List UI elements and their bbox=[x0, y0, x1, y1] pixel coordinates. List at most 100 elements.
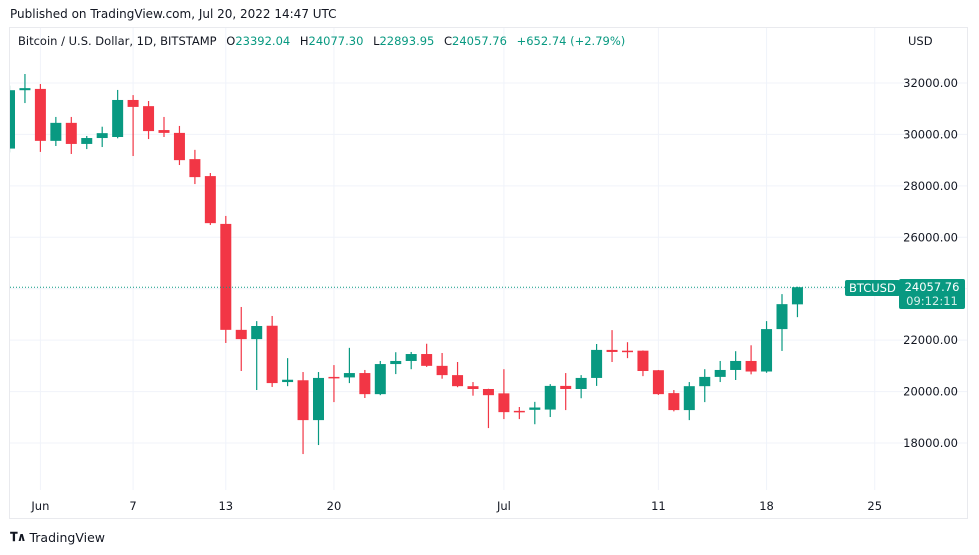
price-tick-label: 30000.00 bbox=[903, 127, 958, 141]
candle-body bbox=[622, 350, 633, 353]
candle-body bbox=[189, 159, 201, 178]
low-value: 22893.95 bbox=[379, 34, 435, 48]
candle-body bbox=[529, 407, 541, 410]
candle-body bbox=[791, 287, 803, 305]
candle bbox=[282, 358, 294, 387]
open-value: 23392.04 bbox=[235, 34, 291, 48]
candle-body bbox=[220, 223, 232, 330]
time-tick-label: 7 bbox=[129, 499, 136, 513]
candle-body bbox=[405, 354, 417, 361]
candle-body bbox=[699, 376, 711, 387]
price-tick-label: 26000.00 bbox=[903, 230, 958, 244]
candle bbox=[730, 351, 742, 380]
candle bbox=[699, 369, 711, 403]
price-tick-label: 28000.00 bbox=[903, 179, 958, 193]
candle bbox=[34, 84, 46, 152]
candle bbox=[297, 372, 309, 455]
time-axis-labels: Jun 7 13 20 Jul 11 18 25 bbox=[30, 499, 882, 513]
candle bbox=[575, 375, 587, 399]
candles bbox=[10, 74, 803, 455]
candle bbox=[235, 306, 247, 371]
candle bbox=[158, 116, 170, 137]
currency-label: USD bbox=[908, 34, 933, 48]
candle bbox=[220, 215, 232, 343]
candle bbox=[266, 315, 278, 387]
candle-body bbox=[158, 130, 170, 133]
candle-body bbox=[761, 329, 773, 372]
price-tick-label: 22000.00 bbox=[903, 333, 958, 347]
candle bbox=[652, 369, 664, 395]
candle-body bbox=[112, 99, 124, 137]
candle bbox=[50, 116, 62, 146]
price-axis-labels: 32000.00 30000.00 28000.00 26000.00 22000.00… bbox=[903, 76, 958, 450]
price-tick-label: 20000.00 bbox=[903, 385, 958, 399]
candle bbox=[498, 369, 510, 420]
symbol-name: Bitcoin / U.S. Dollar, 1D, BITSTAMP bbox=[18, 34, 217, 48]
candle-body bbox=[390, 360, 402, 365]
candle bbox=[328, 365, 340, 403]
candle bbox=[10, 85, 15, 153]
candle bbox=[421, 343, 433, 367]
candle bbox=[65, 116, 77, 154]
candle bbox=[606, 330, 618, 362]
candle bbox=[390, 352, 402, 375]
candle bbox=[405, 351, 417, 370]
high-label: H bbox=[299, 34, 309, 48]
candle-body bbox=[513, 410, 525, 413]
candle bbox=[637, 350, 649, 377]
tradingview-logo-icon: 𝐓∧ bbox=[10, 530, 27, 544]
candle-body bbox=[96, 133, 108, 139]
symbol-price-tag: BTCUSD bbox=[845, 280, 900, 296]
chart-pane[interactable] bbox=[9, 27, 968, 519]
candle-body bbox=[482, 388, 494, 396]
close-label: C bbox=[444, 34, 453, 48]
candle bbox=[544, 384, 556, 418]
candle bbox=[359, 369, 371, 398]
tradingview-logo[interactable]: 𝐓∧ TradingView bbox=[10, 530, 105, 545]
symbol-legend: Bitcoin / U.S. Dollar, 1D, BITSTAMP O233… bbox=[18, 34, 625, 48]
candle bbox=[467, 382, 479, 396]
candle-body bbox=[652, 370, 664, 395]
candle bbox=[19, 74, 31, 104]
candle bbox=[761, 321, 773, 373]
time-tick-label: 20 bbox=[327, 499, 342, 513]
candle-body bbox=[173, 132, 185, 161]
price-tick-label: 18000.00 bbox=[903, 436, 958, 450]
candle-body bbox=[50, 122, 62, 141]
time-tick-label: Jul bbox=[496, 499, 511, 513]
candle-body bbox=[266, 325, 278, 384]
candle-body bbox=[359, 373, 371, 395]
candle-body bbox=[436, 365, 448, 376]
candle-body bbox=[714, 369, 726, 377]
time-tick-label: 25 bbox=[867, 499, 882, 513]
candle bbox=[560, 373, 572, 411]
candle bbox=[96, 126, 108, 148]
candle-body bbox=[251, 325, 263, 340]
candle bbox=[204, 172, 216, 225]
last-price-value: 24057.76 bbox=[904, 280, 960, 294]
candle bbox=[374, 360, 386, 396]
candle bbox=[683, 382, 695, 421]
candle-body bbox=[544, 385, 556, 410]
candle bbox=[791, 286, 803, 318]
candle bbox=[745, 345, 757, 375]
last-price-tag: 24057.76 09:12:11 bbox=[899, 279, 965, 309]
candle-body bbox=[65, 122, 77, 144]
candle-body bbox=[591, 349, 603, 378]
candle bbox=[591, 343, 603, 386]
candle-body bbox=[127, 99, 139, 107]
candle bbox=[513, 406, 525, 420]
published-note: Published on TradingView.com, Jul 20, 20… bbox=[10, 7, 337, 21]
candle bbox=[143, 100, 155, 140]
time-tick-label: 18 bbox=[759, 499, 774, 513]
candle bbox=[482, 388, 494, 429]
candle-body bbox=[575, 377, 587, 389]
bar-countdown: 09:12:11 bbox=[906, 294, 958, 308]
candle bbox=[776, 294, 788, 351]
candle-body bbox=[467, 386, 479, 389]
time-tick-label: 13 bbox=[218, 499, 233, 513]
candle bbox=[251, 321, 263, 391]
candle bbox=[529, 401, 541, 425]
candle-body bbox=[297, 380, 309, 421]
